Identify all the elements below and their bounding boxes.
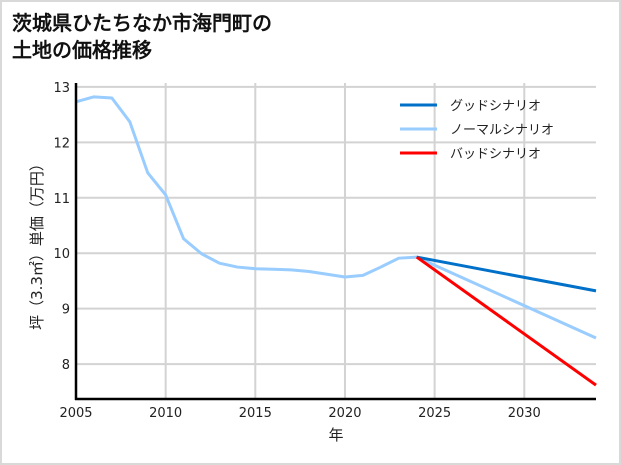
x-tick-label: 2030 bbox=[508, 406, 541, 421]
y-tick-label: 10 bbox=[53, 247, 70, 262]
chart-title: 茨城県ひたちなか市海門町の 土地の価格推移 bbox=[12, 10, 272, 64]
title-line-1: 茨城県ひたちなか市海門町の bbox=[12, 11, 272, 35]
x-tick-label: 2010 bbox=[149, 406, 182, 421]
y-tick-label: 12 bbox=[53, 136, 70, 151]
x-axis-label: 年 bbox=[328, 426, 343, 444]
legend-label: ノーマルシナリオ bbox=[450, 123, 554, 138]
y-tick-label: 8 bbox=[62, 358, 70, 373]
legend-label: グッドシナリオ bbox=[450, 99, 541, 114]
series-line-0 bbox=[416, 255, 597, 293]
series-line-2 bbox=[415, 255, 597, 387]
series-line-1 bbox=[75, 95, 597, 340]
y-tick-label: 11 bbox=[53, 192, 70, 207]
title-line-2: 土地の価格推移 bbox=[12, 38, 152, 62]
x-tick-label: 2005 bbox=[59, 406, 92, 421]
y-tick-label: 9 bbox=[62, 303, 70, 318]
legend-label: バッドシナリオ bbox=[450, 147, 541, 162]
x-tick-label: 2015 bbox=[239, 406, 272, 421]
x-tick-label: 2020 bbox=[328, 406, 361, 421]
y-axis-label: 坪（3.3㎡）単価（万円） bbox=[28, 156, 46, 330]
y-tick-label: 13 bbox=[53, 81, 70, 96]
x-tick-label: 2025 bbox=[418, 406, 451, 421]
